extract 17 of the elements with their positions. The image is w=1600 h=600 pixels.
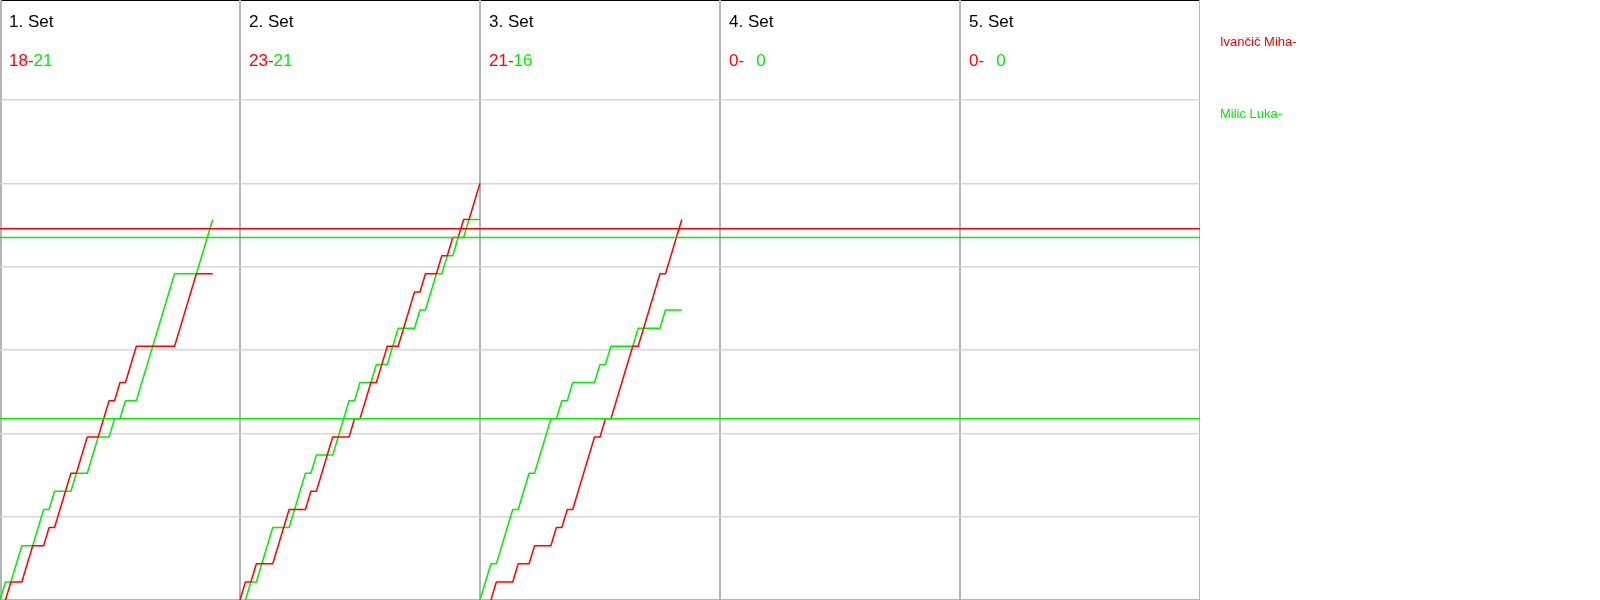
text: 5. Set: [969, 12, 1014, 32]
text: 21: [33, 51, 53, 70]
text: Ivančič Miha-: [1220, 34, 1297, 51]
text: 0-: [729, 51, 745, 70]
text: 16: [513, 51, 533, 70]
text: Milic Luka-: [1220, 106, 1284, 123]
text: 4. Set: [729, 12, 774, 32]
text: 1. Set: [9, 12, 54, 32]
text: 21-: [489, 51, 514, 70]
text: 2. Set: [249, 12, 294, 32]
text: 21: [273, 51, 293, 70]
text: 23-: [249, 51, 274, 70]
text: 18-: [9, 51, 34, 70]
text: 0: [756, 51, 766, 70]
text: 3. Set: [489, 12, 534, 32]
text: 0: [996, 51, 1006, 70]
text: 0-: [969, 51, 985, 70]
